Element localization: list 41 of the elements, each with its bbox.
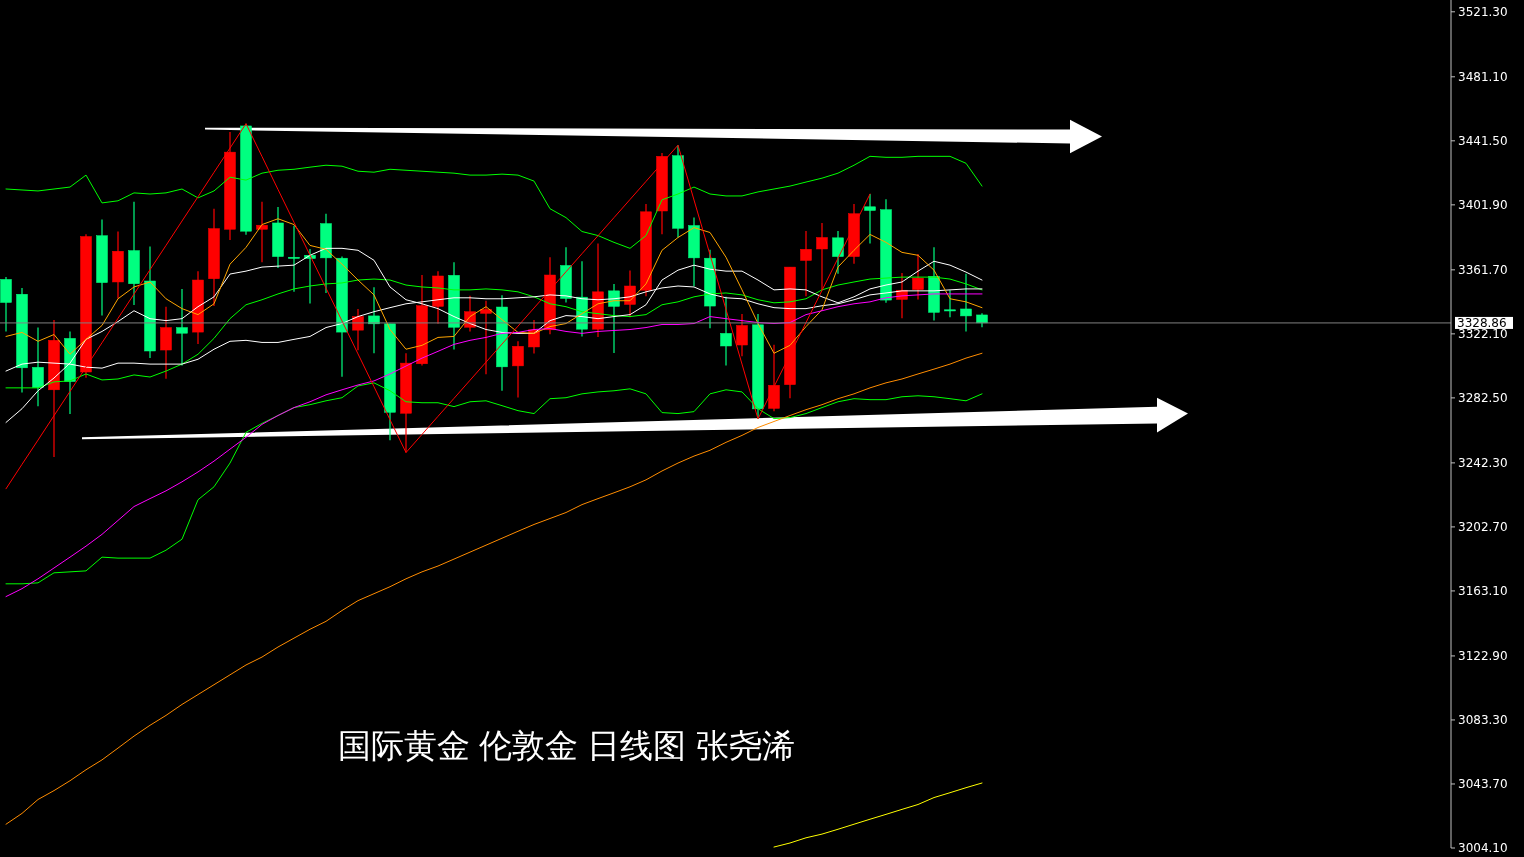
candlestick (800, 230, 812, 297)
line-series (5, 352, 983, 825)
candlestick (960, 273, 972, 333)
y-tick-label: 3441.50 (1458, 134, 1508, 149)
line-series (5, 276, 983, 389)
line-series (5, 155, 983, 249)
candlestick (816, 222, 828, 291)
candlestick (832, 230, 844, 275)
candlestick (288, 225, 300, 293)
line-series (5, 218, 983, 355)
line-series (5, 382, 983, 585)
line-series (5, 247, 983, 423)
candlestick (160, 306, 172, 380)
y-tick-label: 3361.70 (1458, 263, 1508, 278)
y-tick-label: 3163.10 (1458, 584, 1508, 599)
candlestick (512, 340, 524, 398)
y-tick-label: 3282.50 (1458, 391, 1508, 406)
y-tick-label: 3043.70 (1458, 777, 1508, 792)
candlestick (528, 319, 540, 355)
candlestick (176, 288, 188, 366)
y-tick-label: 3083.30 (1458, 713, 1508, 728)
candlestick (720, 296, 732, 366)
candlestick (0, 276, 12, 333)
line-series (773, 782, 983, 848)
candlestick (768, 344, 780, 412)
y-tick-label: 3242.30 (1458, 456, 1508, 471)
candlestick (912, 253, 924, 301)
candlestick (944, 289, 956, 318)
candlestick (480, 300, 492, 375)
candlestick (256, 201, 268, 263)
annotation: 国际黄金 伦敦金 日线图 张尧浠 (338, 727, 795, 764)
y-tick-label: 3521.30 (1458, 5, 1508, 20)
y-tick-label: 3481.10 (1458, 70, 1508, 85)
candlestick (32, 326, 44, 407)
candlestick (736, 313, 748, 357)
y-tick-label: 3004.10 (1458, 841, 1508, 856)
y-tick-label: 3401.90 (1458, 198, 1508, 213)
line-series (5, 123, 871, 490)
candlestick (864, 193, 876, 245)
y-tick-label: 3202.70 (1458, 520, 1508, 535)
y-tick-label: 3122.90 (1458, 649, 1508, 664)
